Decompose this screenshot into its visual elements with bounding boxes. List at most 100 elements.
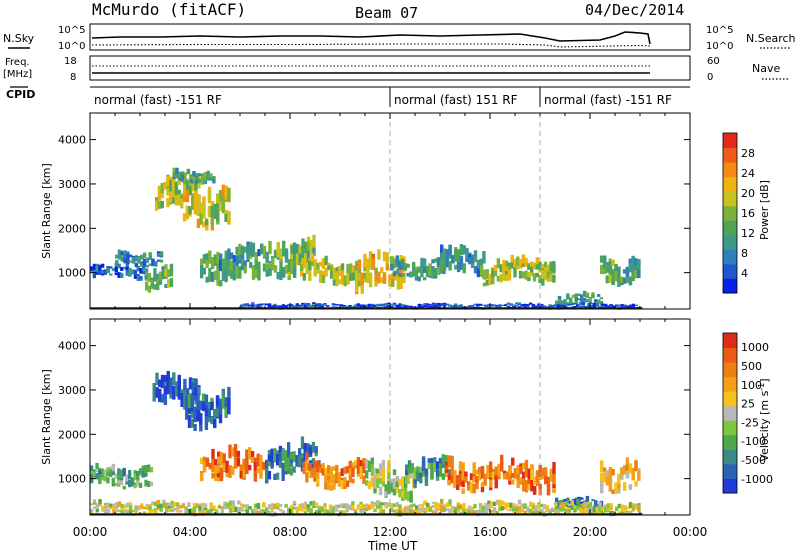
heatmap-cell [468, 253, 472, 258]
heatmap-cell [543, 261, 548, 270]
heatmap-cell [374, 267, 378, 275]
heatmap-cell [584, 306, 588, 308]
heatmap-cell [469, 481, 474, 494]
heatmap-cell [567, 507, 572, 510]
heatmap-cell [239, 464, 243, 471]
heatmap-cell [174, 181, 179, 191]
heatmap-cell [510, 254, 514, 265]
heatmap-cell [433, 462, 437, 473]
heatmap-cell [392, 271, 396, 277]
heatmap-cell [546, 271, 551, 279]
heatmap-cell [420, 269, 424, 278]
heatmap-cell [614, 266, 618, 272]
heatmap-cell [476, 266, 480, 278]
y-tick-label: 4000 [58, 134, 86, 147]
heatmap-cell [167, 279, 171, 288]
heatmap-cell [177, 189, 181, 195]
heatmap-cell [620, 468, 624, 477]
heatmap-cell [167, 509, 172, 513]
heatmap-cell [221, 184, 226, 200]
heatmap-cell [409, 505, 413, 509]
heatmap-cell [567, 304, 572, 306]
heatmap-cell [625, 266, 630, 278]
heatmap-cell [106, 268, 110, 274]
heatmap-cell [214, 459, 218, 466]
heatmap-cell [608, 274, 613, 283]
heatmap-cell [428, 263, 432, 269]
heatmap-cell [92, 263, 96, 269]
heatmap-cell [207, 401, 211, 410]
heatmap-cell [391, 281, 395, 287]
heatmap-cell [505, 272, 509, 282]
heatmap-cell [381, 304, 386, 307]
heatmap-cell [120, 503, 124, 509]
heatmap-cell [177, 198, 181, 204]
heatmap-cell [337, 504, 341, 508]
heatmap-cell [323, 508, 327, 514]
heatmap-cell [363, 264, 367, 271]
heatmap-cell [335, 271, 339, 282]
heatmap-cell [220, 510, 224, 513]
heatmap-cell [628, 510, 633, 514]
heatmap-cell [238, 243, 242, 255]
heatmap-cell [117, 468, 121, 478]
y-tick-label: 3000 [58, 178, 86, 191]
heatmap-cell [238, 255, 242, 261]
colorbar-swatch [723, 176, 737, 192]
heatmap-cell [436, 264, 441, 270]
heatmap-cell [419, 472, 423, 478]
heatmap-cell [115, 502, 119, 508]
heatmap-cell [117, 252, 122, 258]
heatmap-cell [423, 507, 427, 512]
heatmap-cell [300, 264, 304, 271]
heatmap-cell [171, 185, 176, 195]
heatmap-cell [359, 509, 363, 512]
heatmap-cell [360, 286, 364, 294]
heatmap-cell [501, 304, 505, 306]
heatmap-cell [490, 506, 494, 508]
heatmap-cell [220, 508, 224, 512]
heatmap-cell [478, 303, 483, 306]
heatmap-cell [406, 505, 411, 511]
heatmap-cell [245, 462, 249, 475]
heatmap-cell [456, 305, 461, 307]
colorbar-swatch [723, 434, 737, 450]
heatmap-cell [436, 257, 441, 266]
heatmap-cell [200, 472, 204, 482]
heatmap-cell [208, 268, 212, 282]
heatmap-cell [580, 298, 584, 301]
heatmap-cell [378, 463, 383, 477]
heatmap-cell [530, 479, 534, 492]
heatmap-cell [302, 462, 306, 468]
heatmap-cell [236, 457, 241, 467]
heatmap-cell [431, 510, 436, 514]
heatmap-cell [117, 263, 121, 268]
heatmap-cell [473, 510, 477, 513]
heatmap-cell [365, 506, 369, 510]
heatmap-cell [398, 489, 402, 498]
heatmap-cell [123, 504, 127, 509]
heatmap-cell [95, 473, 99, 480]
heatmap-cell [413, 482, 417, 489]
heatmap-cell [447, 474, 452, 481]
heatmap-cell [301, 238, 305, 251]
heatmap-cell [412, 510, 416, 514]
heatmap-cell [388, 274, 392, 287]
heatmap-cell [574, 297, 578, 303]
heatmap-cell [437, 305, 441, 308]
heatmap-cell [448, 304, 452, 307]
noise-panel: N.Sky 10^5 10^0 10^5 10^0 N.Search [3, 23, 796, 52]
heatmap-cell [205, 276, 209, 283]
heatmap-cell [549, 277, 553, 282]
heatmap-cell [398, 305, 402, 307]
heatmap-cell [148, 509, 152, 514]
heatmap-cell [158, 379, 162, 388]
heatmap-cell [235, 266, 239, 279]
heatmap-cell [359, 505, 363, 511]
heatmap-cell [451, 505, 455, 511]
heatmap-cell [381, 303, 386, 306]
heatmap-cell [191, 183, 195, 192]
heatmap-cell [631, 503, 636, 507]
heatmap-cell [313, 460, 317, 473]
heatmap-cell [171, 197, 176, 204]
